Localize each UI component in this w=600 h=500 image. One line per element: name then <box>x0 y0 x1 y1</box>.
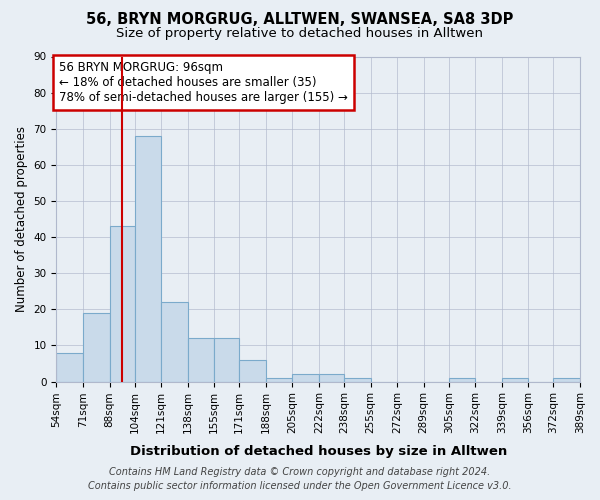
Bar <box>214 338 239 382</box>
Bar <box>239 360 266 382</box>
Bar <box>188 338 214 382</box>
Y-axis label: Number of detached properties: Number of detached properties <box>15 126 28 312</box>
Text: 56 BRYN MORGRUG: 96sqm
← 18% of detached houses are smaller (35)
78% of semi-det: 56 BRYN MORGRUG: 96sqm ← 18% of detached… <box>59 62 348 104</box>
Text: 56, BRYN MORGRUG, ALLTWEN, SWANSEA, SA8 3DP: 56, BRYN MORGRUG, ALLTWEN, SWANSEA, SA8 … <box>86 12 514 28</box>
Bar <box>449 378 475 382</box>
Bar <box>292 374 319 382</box>
Bar <box>83 313 110 382</box>
Bar <box>502 378 529 382</box>
Bar <box>110 226 134 382</box>
Bar <box>319 374 344 382</box>
Text: Size of property relative to detached houses in Alltwen: Size of property relative to detached ho… <box>116 28 484 40</box>
Bar <box>344 378 371 382</box>
Bar <box>161 302 188 382</box>
Bar <box>134 136 161 382</box>
X-axis label: Distribution of detached houses by size in Alltwen: Distribution of detached houses by size … <box>130 444 507 458</box>
Bar <box>56 352 83 382</box>
Bar <box>266 378 292 382</box>
Bar <box>553 378 580 382</box>
Text: Contains HM Land Registry data © Crown copyright and database right 2024.
Contai: Contains HM Land Registry data © Crown c… <box>88 467 512 491</box>
